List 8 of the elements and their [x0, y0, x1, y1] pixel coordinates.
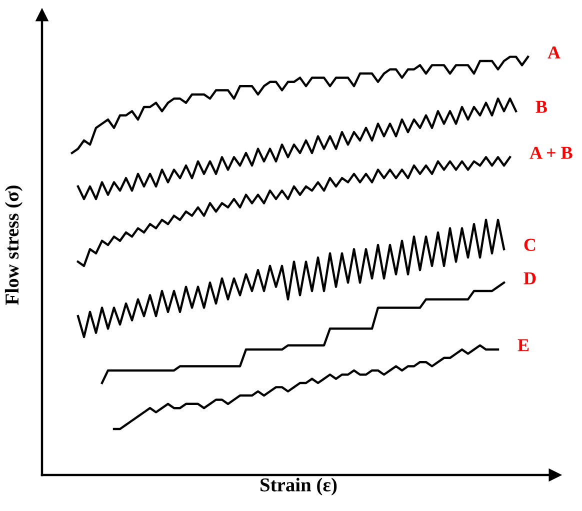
series-label: C [524, 238, 536, 251]
series-label: A + B [530, 146, 572, 159]
series-label: E [518, 339, 529, 352]
x-axis-title: Strain (ε) [260, 478, 337, 496]
series-label: D [524, 272, 536, 284]
y-axis-title: Flow stress (σ) [4, 186, 23, 305]
series-label: B [536, 100, 547, 113]
series-label: A [548, 46, 560, 58]
